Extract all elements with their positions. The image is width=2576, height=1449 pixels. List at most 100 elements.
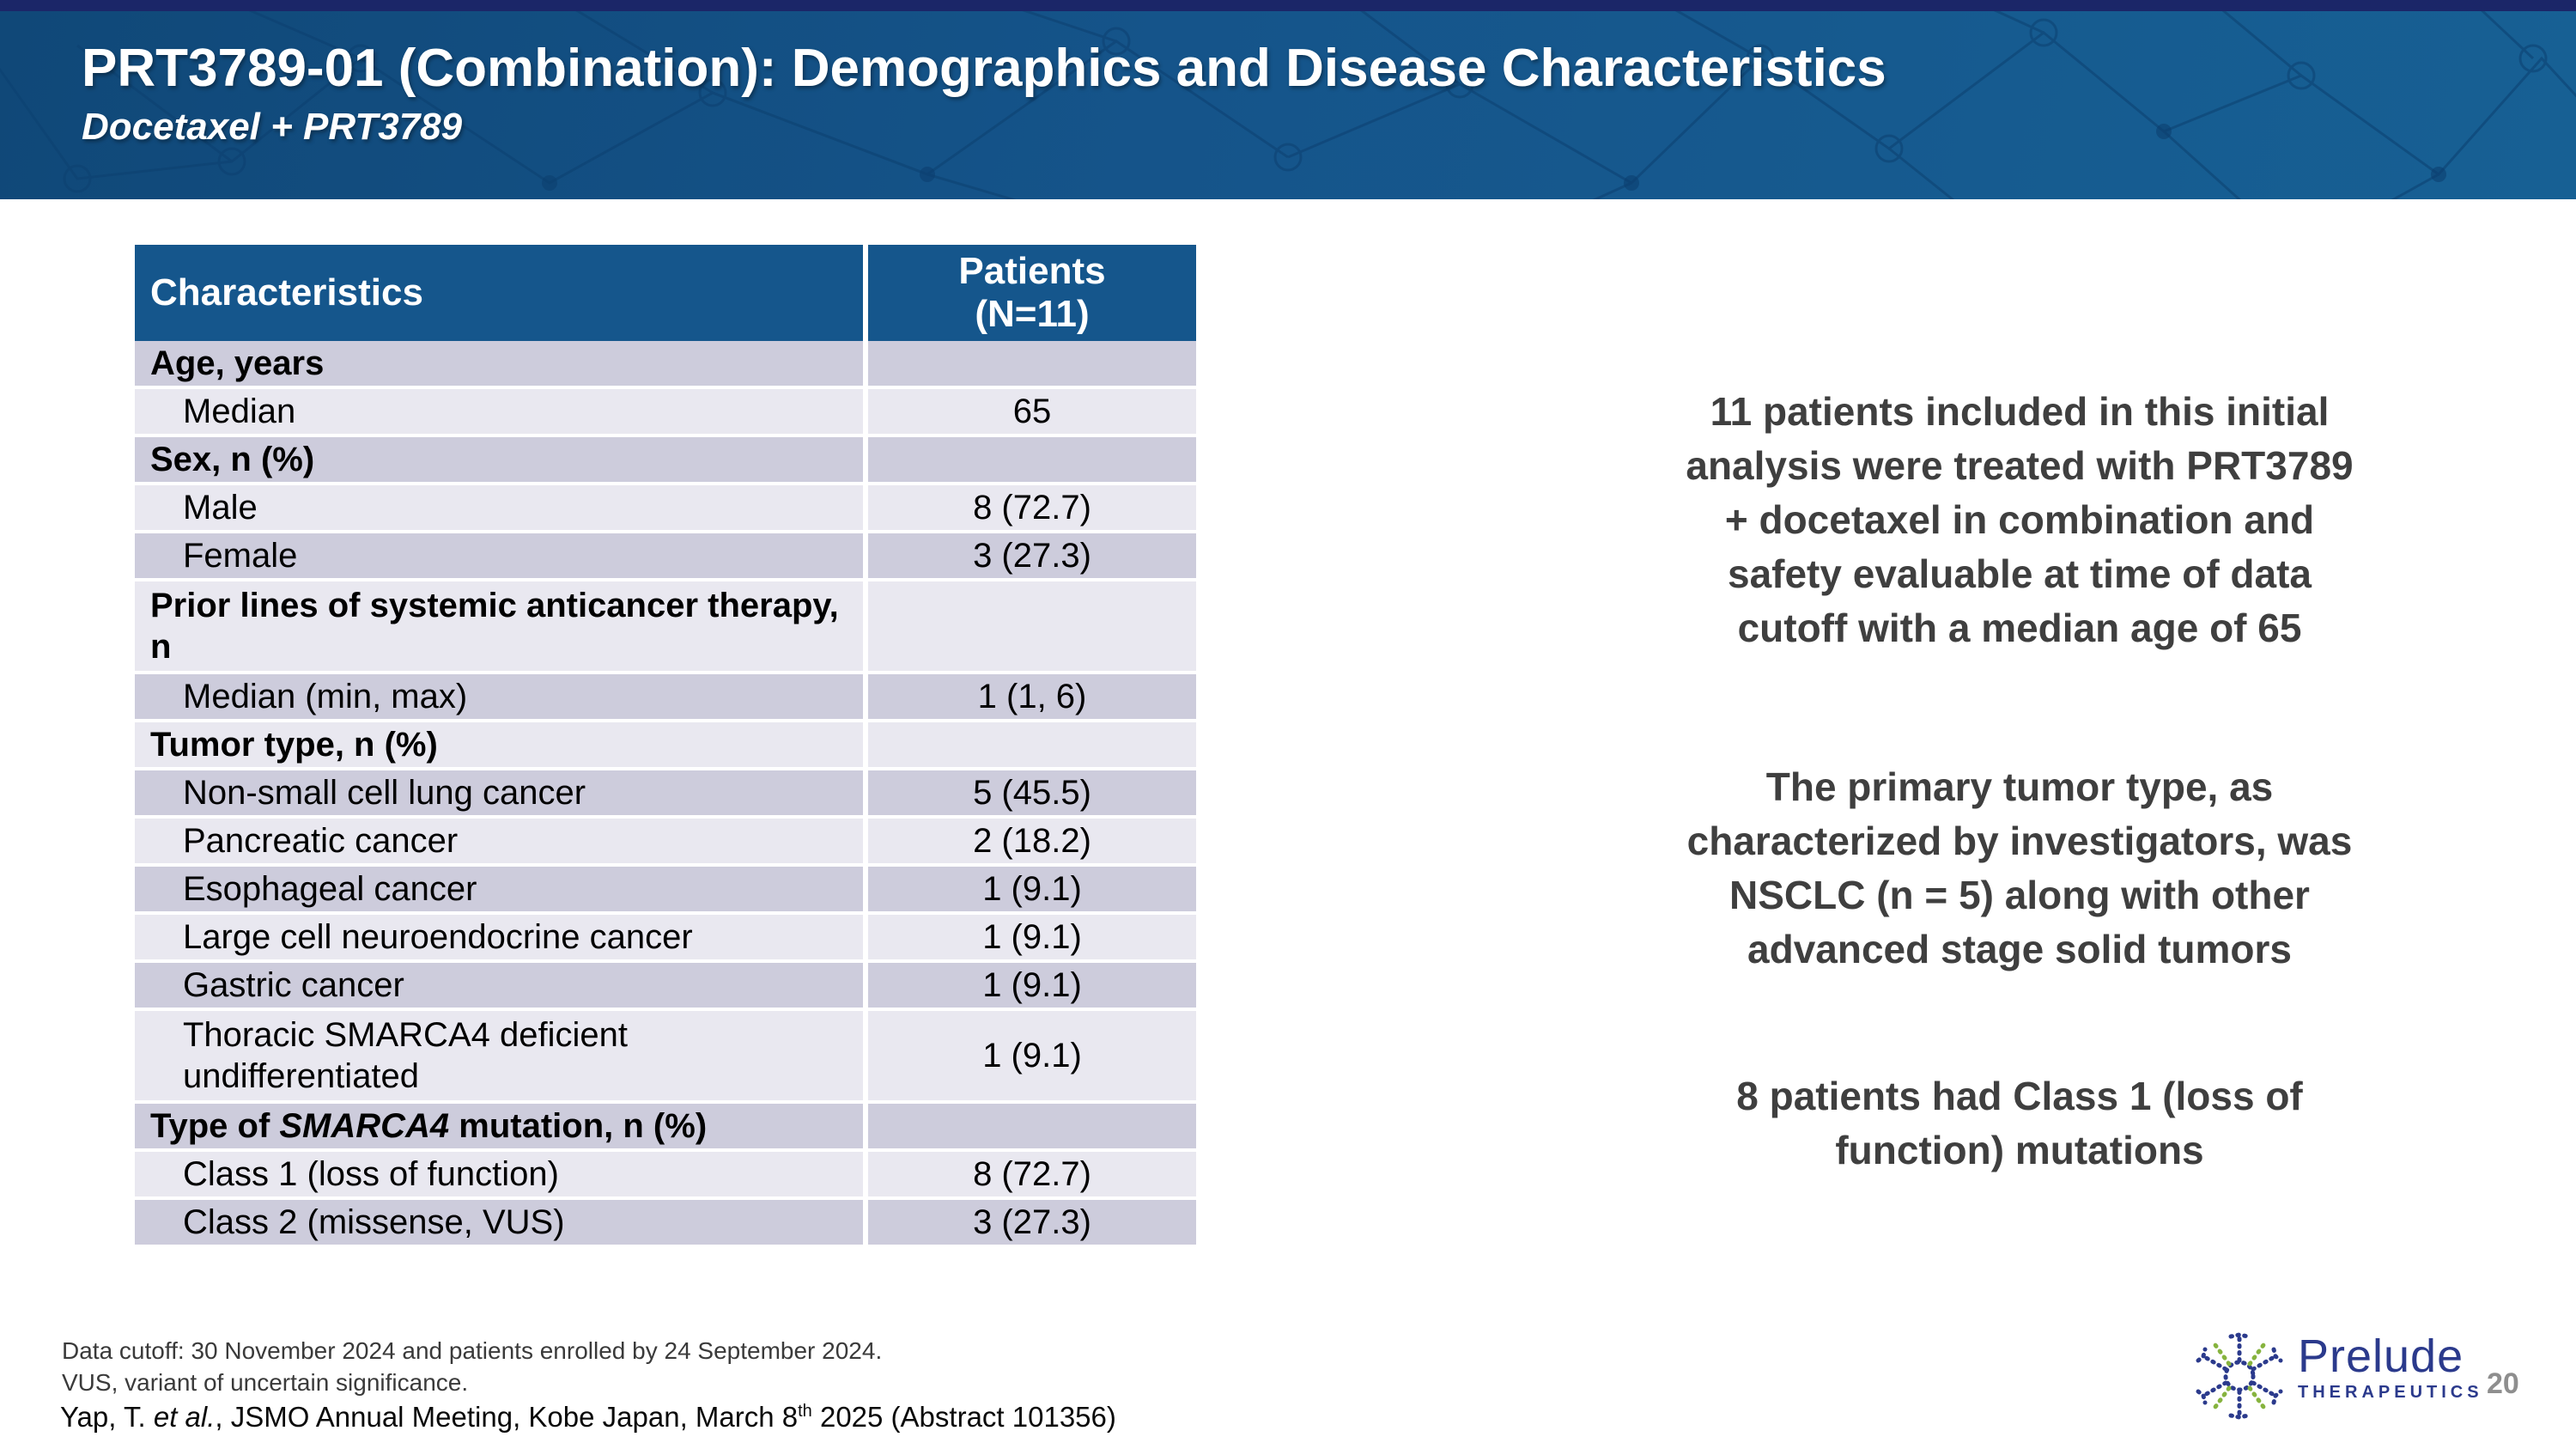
prelude-logo: Prelude THERAPEUTICS: [2191, 1326, 2483, 1426]
row-value: 8 (72.7): [973, 1154, 1091, 1193]
table-header-row: Characteristics Patients (N=11): [135, 245, 1196, 341]
table-row: Type of SMARCA4 mutation, n (%): [135, 1104, 1196, 1148]
patients-header-line1: Patients: [958, 250, 1106, 292]
table-row: Median (min, max) 1 (1, 6): [135, 674, 1196, 719]
value-cell: 2 (18.2): [868, 819, 1196, 863]
characteristic-cell: Median (min, max): [135, 674, 863, 719]
row-label: Class 2 (missense, VUS): [183, 1203, 565, 1241]
prelude-wordmark: Prelude THERAPEUTICS: [2298, 1333, 2483, 1403]
table-row: Male 8 (72.7): [135, 485, 1196, 530]
slide-subtitle: Docetaxel + PRT3789: [82, 106, 463, 148]
row-value: 1 (9.1): [982, 869, 1082, 908]
row-value: 2 (18.2): [973, 821, 1091, 860]
value-cell: [868, 437, 1196, 482]
value-cell: 1 (9.1): [868, 963, 1196, 1008]
characteristic-cell: Large cell neuroendocrine cancer: [135, 915, 863, 959]
value-cell: 5 (45.5): [868, 770, 1196, 815]
page-number: 20: [2487, 1367, 2519, 1400]
prelude-therapeutics-label: THERAPEUTICS: [2298, 1383, 2483, 1402]
row-label: Female: [183, 537, 298, 575]
characteristic-cell: Gastric cancer: [135, 963, 863, 1008]
table-row: Gastric cancer 1 (9.1): [135, 963, 1196, 1008]
key-statement-tumor-type: The primary tumor type, as characterized…: [1686, 764, 2353, 971]
value-cell: 1 (9.1): [868, 867, 1196, 911]
value-cell: [868, 581, 1196, 671]
table-row: Class 2 (missense, VUS) 3 (27.3): [135, 1200, 1196, 1245]
table-row: Pancreatic cancer 2 (18.2): [135, 819, 1196, 863]
table-row: Class 1 (loss of function) 8 (72.7): [135, 1152, 1196, 1196]
row-label: Large cell neuroendocrine cancer: [183, 918, 693, 956]
characteristics-table: Characteristics Patients (N=11) Age, yea…: [135, 245, 1196, 1245]
row-value: 3 (27.3): [973, 1202, 1091, 1241]
row-label: Median (min, max): [183, 678, 468, 715]
header-banner: [0, 11, 2576, 199]
row-label: Class 1 (loss of function): [183, 1155, 559, 1193]
row-label: Male: [183, 489, 258, 527]
row-label: Thoracic SMARCA4 deficient undifferentia…: [183, 1016, 628, 1095]
table-row: Sex, n (%): [135, 437, 1196, 482]
characteristic-cell: Tumor type, n (%): [135, 722, 863, 767]
table-row: Prior lines of systemic anticancer thera…: [135, 581, 1196, 671]
characteristics-header-cell: Characteristics: [135, 245, 863, 341]
footnote-vus: VUS, variant of uncertain significance.: [62, 1369, 469, 1396]
row-label: Sex, n (%): [150, 441, 315, 478]
characteristic-cell: Esophageal cancer: [135, 867, 863, 911]
row-label: Pancreatic cancer: [183, 822, 459, 860]
value-cell: 3 (27.3): [868, 1200, 1196, 1245]
characteristic-cell: Male: [135, 485, 863, 530]
row-label: Age, years: [150, 344, 325, 382]
row-label: Gastric cancer: [183, 966, 404, 1004]
characteristic-cell: Non-small cell lung cancer: [135, 770, 863, 815]
characteristic-cell: Type of SMARCA4 mutation, n (%): [135, 1104, 863, 1148]
value-cell: 3 (27.3): [868, 533, 1196, 578]
row-value: 5 (45.5): [973, 773, 1091, 812]
table-row: Age, years: [135, 341, 1196, 386]
prelude-name-label: Prelude: [2298, 1330, 2464, 1382]
characteristic-cell: Thoracic SMARCA4 deficient undifferentia…: [135, 1011, 863, 1100]
key-statement-mutations: 8 patients had Class 1 (loss of function…: [1736, 1074, 2303, 1172]
table-body: Age, years Median 65 Sex, n (%) Male 8 (72.7)…: [135, 341, 1196, 1245]
table-row: Tumor type, n (%): [135, 722, 1196, 767]
footnote-data-cutoff: Data cutoff: 30 November 2024 and patien…: [62, 1337, 883, 1364]
value-cell: [868, 722, 1196, 767]
value-cell: 8 (72.7): [868, 485, 1196, 530]
characteristic-cell: Age, years: [135, 341, 863, 386]
characteristic-cell: Class 2 (missense, VUS): [135, 1200, 863, 1245]
row-label: Prior lines of systemic anticancer thera…: [150, 587, 839, 666]
characteristic-cell: Female: [135, 533, 863, 578]
value-cell: 65: [868, 389, 1196, 434]
key-statement-patients: 11 patients included in this initial ana…: [1686, 389, 2354, 650]
characteristic-cell: Prior lines of systemic anticancer thera…: [135, 581, 863, 671]
table-row: Non-small cell lung cancer 5 (45.5): [135, 770, 1196, 815]
prelude-starburst-icon: [2196, 1332, 2283, 1420]
characteristic-cell: Sex, n (%): [135, 437, 863, 482]
value-cell: 1 (9.1): [868, 915, 1196, 959]
value-cell: 8 (72.7): [868, 1152, 1196, 1196]
value-cell: [868, 1104, 1196, 1148]
row-label: Median: [183, 393, 296, 430]
characteristic-cell: Pancreatic cancer: [135, 819, 863, 863]
network-pattern-graphic: [0, 11, 2576, 199]
row-value: 3 (27.3): [973, 536, 1091, 575]
row-value: 1 (9.1): [982, 1036, 1082, 1075]
table-row: Female 3 (27.3): [135, 533, 1196, 578]
row-value: 1 (9.1): [982, 965, 1082, 1004]
top-navy-strip: [0, 0, 2576, 11]
row-value: 1 (9.1): [982, 917, 1082, 956]
value-cell: 1 (1, 6): [868, 674, 1196, 719]
table-row: Thoracic SMARCA4 deficient undifferentia…: [135, 1011, 1196, 1100]
characteristic-cell: Class 1 (loss of function): [135, 1152, 863, 1196]
row-value: 1 (1, 6): [977, 677, 1087, 715]
slide-title: PRT3789-01 (Combination): Demographics a…: [82, 39, 1886, 98]
row-label: Tumor type, n (%): [150, 726, 438, 764]
table-row: Median 65: [135, 389, 1196, 434]
characteristic-cell: Median: [135, 389, 863, 434]
patients-header-line2: (N=11): [975, 293, 1090, 335]
patients-header-cell: Patients (N=11): [868, 245, 1196, 341]
row-value: 65: [1012, 392, 1052, 430]
table-row: Large cell neuroendocrine cancer 1 (9.1): [135, 915, 1196, 959]
row-label: Esophageal cancer: [183, 870, 477, 908]
characteristics-header-label: Characteristics: [150, 271, 423, 314]
row-value: 8 (72.7): [973, 488, 1091, 527]
